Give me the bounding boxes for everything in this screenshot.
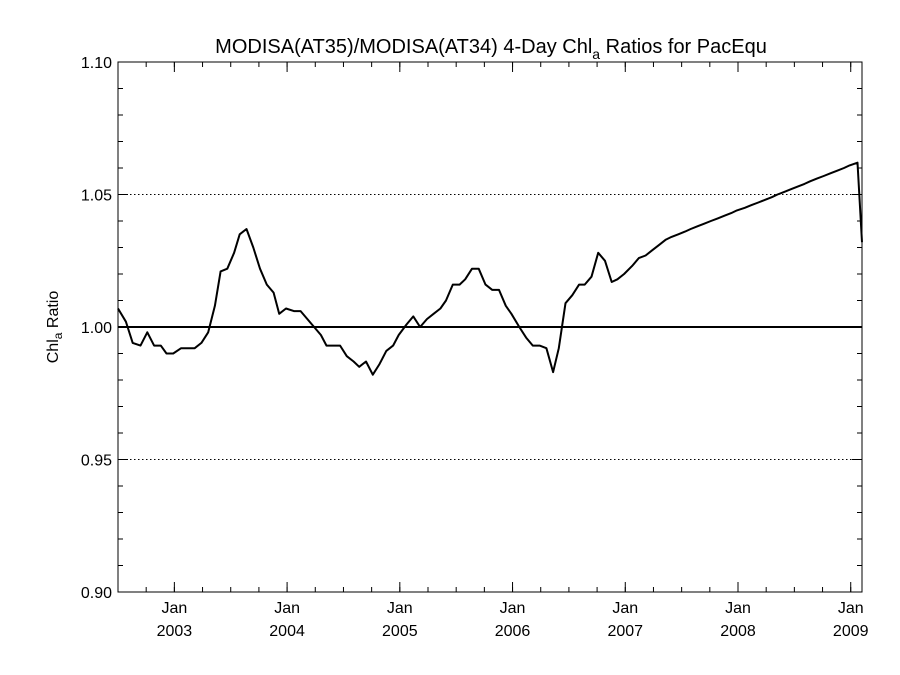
x-tick-label-year: 2005 <box>382 623 418 640</box>
chart-title-prefix: MODISA(AT35)/MODISA(AT34) 4-Day Chl <box>215 36 592 58</box>
x-tick-label-month: Jan <box>500 600 526 617</box>
x-tick-label-month: Jan <box>612 600 638 617</box>
y-tick-label-layer: 0.90 0.95 1.00 1.05 1.10 <box>81 55 112 602</box>
x-tick-label-year: 2003 <box>157 623 193 640</box>
x-tick-label-year: 2004 <box>269 623 305 640</box>
series-layer <box>117 161 863 376</box>
y-tick-label: 1.10 <box>81 55 112 72</box>
x-tick-label-year: 2006 <box>495 623 531 640</box>
y-tick-label: 0.95 <box>81 453 112 470</box>
x-tick-label-layer: Jan 2003 Jan 2004 Jan 2005 Jan 2006 Jan 2007 Jan 20… <box>157 600 869 640</box>
plot-frame <box>117 61 863 593</box>
x-tick-label-month: Jan <box>725 600 751 617</box>
y-axis-label-prefix: Chl <box>45 339 62 363</box>
x-tick-label-year: 2008 <box>720 623 756 640</box>
x-tick-label-year: 2009 <box>833 623 869 640</box>
x-tick-label-year: 2007 <box>607 623 643 640</box>
grid-layer <box>118 194 862 460</box>
y-axis-label-subscript: a <box>51 332 65 339</box>
x-tick-label-month: Jan <box>838 600 864 617</box>
y-axis-label: Chla Ratio <box>45 291 65 364</box>
chart-title-subscript: a <box>592 46 600 62</box>
y-axis-label-suffix: Ratio <box>45 291 62 333</box>
x-tick-label-month: Jan <box>161 600 187 617</box>
y-tick-label: 1.00 <box>81 320 112 337</box>
series-line <box>117 161 863 376</box>
x-tick-label-month: Jan <box>387 600 413 617</box>
y-tick-label: 0.90 <box>81 585 112 602</box>
chart-title-suffix: Ratios for PacEqu <box>600 36 767 58</box>
x-tick-label-month: Jan <box>274 600 300 617</box>
chart-title: MODISA(AT35)/MODISA(AT34) 4-Day Chla Rat… <box>215 36 767 62</box>
y-tick-label: 1.05 <box>81 188 112 205</box>
